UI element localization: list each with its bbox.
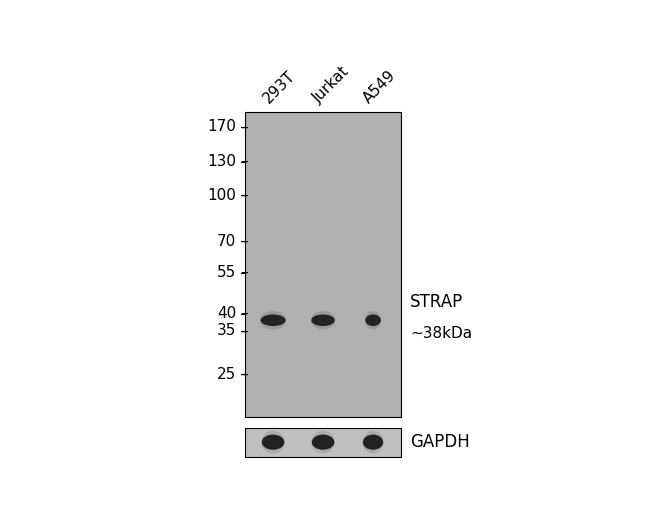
- Ellipse shape: [365, 315, 381, 326]
- Text: GAPDH: GAPDH: [410, 433, 470, 451]
- Text: 70: 70: [217, 234, 237, 249]
- Ellipse shape: [260, 311, 286, 330]
- Text: 35: 35: [217, 323, 237, 339]
- Text: A549: A549: [360, 68, 398, 107]
- Text: 40: 40: [217, 306, 237, 321]
- Ellipse shape: [261, 431, 285, 453]
- Ellipse shape: [311, 311, 335, 330]
- Text: –: –: [240, 323, 248, 339]
- Text: –: –: [240, 265, 248, 280]
- Text: 130: 130: [207, 154, 237, 169]
- Text: Jurkat: Jurkat: [310, 64, 352, 107]
- Ellipse shape: [312, 435, 334, 450]
- Ellipse shape: [261, 315, 285, 326]
- Text: 100: 100: [207, 188, 237, 203]
- Ellipse shape: [362, 431, 383, 453]
- Text: –: –: [240, 234, 248, 249]
- Text: ~38kDa: ~38kDa: [410, 326, 473, 341]
- Ellipse shape: [311, 315, 335, 326]
- Text: 55: 55: [217, 265, 237, 280]
- Text: STRAP: STRAP: [410, 293, 463, 311]
- Ellipse shape: [363, 435, 383, 450]
- Text: 170: 170: [207, 120, 237, 134]
- Text: 293T: 293T: [260, 69, 298, 107]
- Text: –: –: [240, 154, 248, 169]
- Text: –: –: [240, 306, 248, 321]
- Bar: [245, 427, 401, 457]
- Ellipse shape: [262, 435, 284, 450]
- Bar: [245, 112, 401, 417]
- Text: –: –: [240, 120, 248, 134]
- Text: 25: 25: [217, 367, 237, 382]
- Ellipse shape: [365, 311, 381, 330]
- Ellipse shape: [311, 431, 335, 453]
- Text: –: –: [240, 188, 248, 203]
- Text: –: –: [240, 367, 248, 382]
